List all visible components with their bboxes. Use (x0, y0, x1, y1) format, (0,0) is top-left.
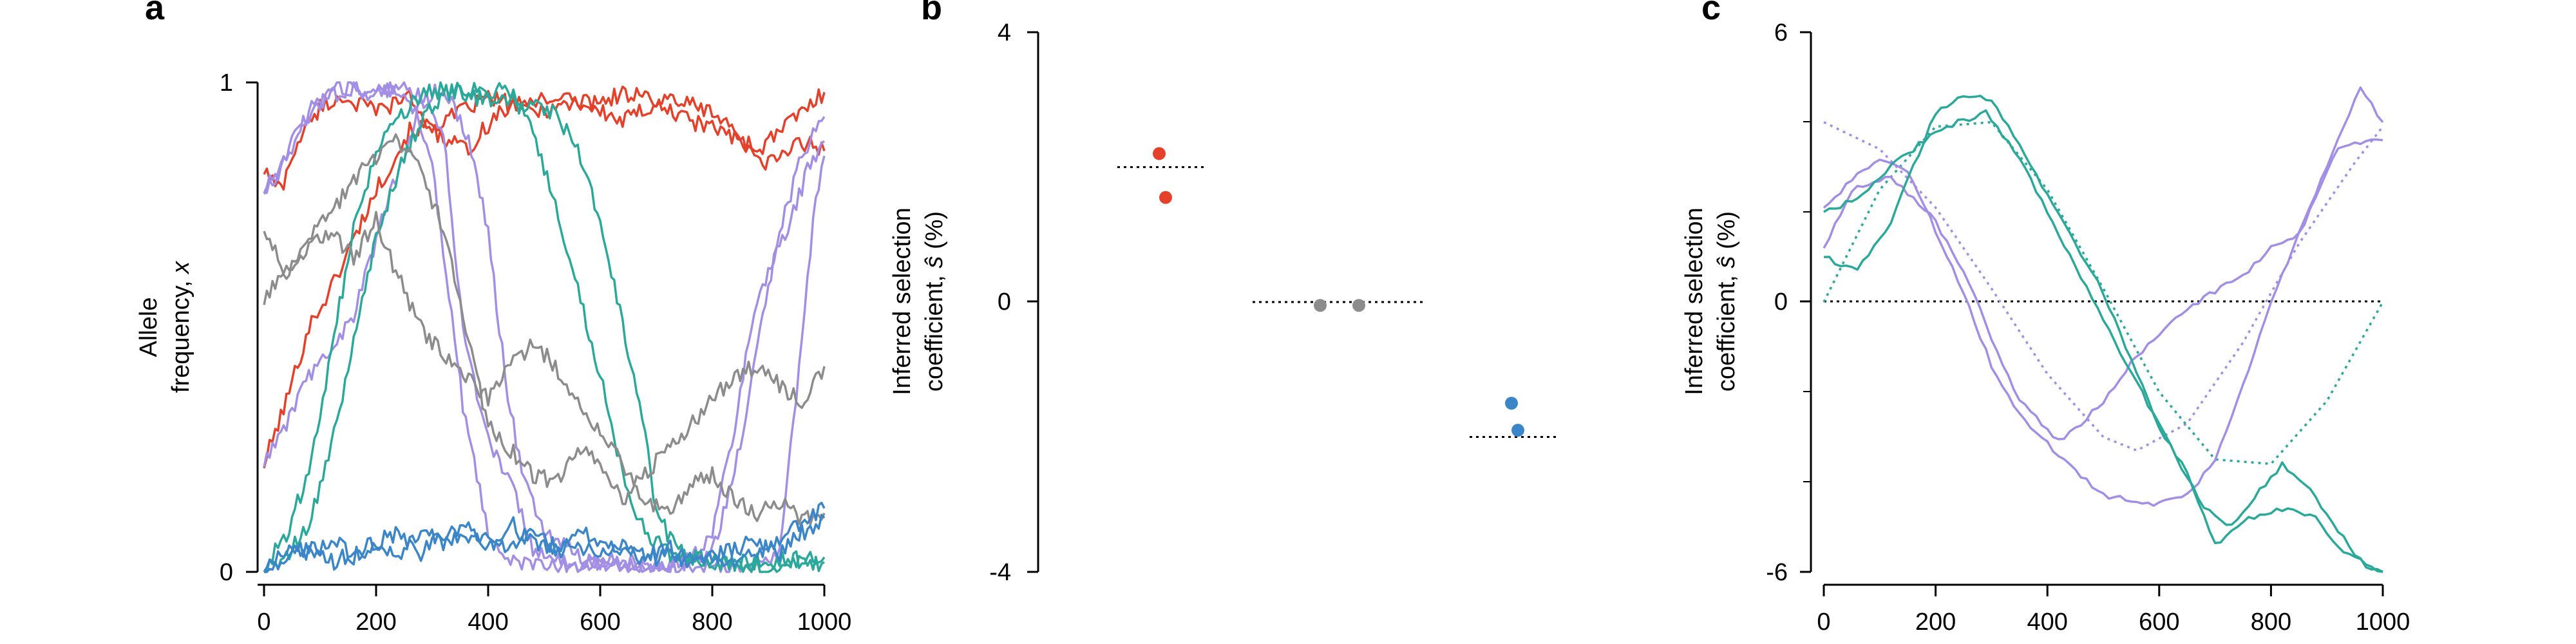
panel-b: Inferred selection coefficient, ŝ (%) 4 … (889, 19, 1560, 586)
panel-b-ylabel-line1: Inferred selection (889, 207, 916, 395)
panel-b-estimate-point (1314, 299, 1327, 312)
panel-c-xtick-label: 200 (1915, 609, 1956, 636)
panel-a-xtick-label: 1000 (797, 609, 852, 636)
panel-a-lines (263, 81, 826, 573)
panel-c: Inferred selection coefficient, ŝ (%) 6 … (1681, 19, 2410, 636)
panel-a-trajectory-line (263, 82, 826, 573)
panel-c-xtick-label: 800 (2251, 609, 2291, 636)
panel-c-ylabel-line2: coefficient, ŝ (%) (1713, 211, 1740, 392)
panel-b-estimate-point (1511, 424, 1524, 437)
panel-a-trajectory-line (263, 83, 826, 572)
panel-b-estimate-point (1159, 191, 1172, 204)
panel-a-trajectory-line (263, 81, 826, 573)
panel-a-x-ticks: 0 200 400 600 800 1000 (257, 585, 851, 636)
panel-a-xtick-label: 800 (692, 609, 732, 636)
panel-a-xtick-label: 0 (257, 609, 270, 636)
panel-c-xtick-label: 0 (1817, 609, 1830, 636)
panel-b-estimate-point (1505, 397, 1518, 410)
panel-label-c: c (1701, 0, 1721, 27)
panel-c-inferred-selection-line (1823, 138, 2383, 440)
panel-c-ytick-label-mid: 0 (1774, 289, 1788, 316)
panel-b-marks (1117, 147, 1560, 438)
panel-c-xtick-label: 400 (2027, 609, 2067, 636)
panel-a-trajectory-line (263, 81, 826, 573)
panel-c-true-selection-line (1823, 121, 2384, 452)
panel-label-a: a (145, 0, 165, 27)
panel-a-ylabel-line1: Allele (135, 298, 162, 357)
panel-a-trajectory-line (264, 81, 825, 573)
panel-c-ylabel-line1: Inferred selection (1681, 207, 1708, 395)
panel-c-inferred-selection-line (1823, 86, 2384, 507)
panel-a-xtick-label: 400 (468, 609, 508, 636)
panel-c-inferred-selection-line (1823, 95, 2383, 573)
panel-b-estimate-point (1153, 147, 1166, 160)
panel-a-trajectory-line (263, 88, 826, 469)
panel-b-ytick-label-bottom: -4 (989, 559, 1011, 586)
panel-a-ytick-label-1: 1 (220, 70, 233, 97)
panel-c-ytick-label-top: 6 (1774, 19, 1788, 46)
panel-a-ylabel: Allele frequency, x (135, 260, 194, 393)
panel-c-xtick-label: 600 (2139, 609, 2179, 636)
panel-a-trajectory-line (263, 133, 826, 506)
panel-b-ylabel: Inferred selection coefficient, ŝ (%) (889, 207, 948, 395)
panel-c-inferred-selection-line (1823, 109, 2383, 573)
panel-b-ytick-label-mid: 0 (998, 289, 1011, 316)
panel-b-ylabel-line2: coefficient, ŝ (%) (921, 211, 948, 392)
panel-a-ytick-label-0: 0 (220, 559, 233, 586)
panel-a-trajectory-line (263, 211, 826, 526)
panel-b-ytick-label-top: 4 (998, 19, 1011, 46)
panel-c-ytick-label-bottom: -6 (1766, 559, 1788, 586)
panel-a-trajectory-line (263, 85, 826, 191)
panel-c-lines (1823, 86, 2384, 573)
panel-a-xtick-label: 200 (355, 609, 396, 636)
panel-a-ylabel-line2: frequency, x (167, 260, 194, 393)
panel-a: Allele frequency, x 1 0 0 200 400 600 800 100… (135, 70, 851, 636)
panel-c-xtick-label: 1000 (2356, 609, 2410, 636)
panel-c-ylabel: Inferred selection coefficient, ŝ (%) (1681, 207, 1740, 395)
panel-c-x-ticks: 0 200 400 600 800 1000 (1817, 585, 2410, 636)
panel-label-b: b (921, 0, 942, 27)
panel-a-trajectory-line (264, 513, 826, 573)
panel-b-estimate-point (1352, 299, 1365, 312)
panel-a-xtick-label: 600 (580, 609, 620, 636)
